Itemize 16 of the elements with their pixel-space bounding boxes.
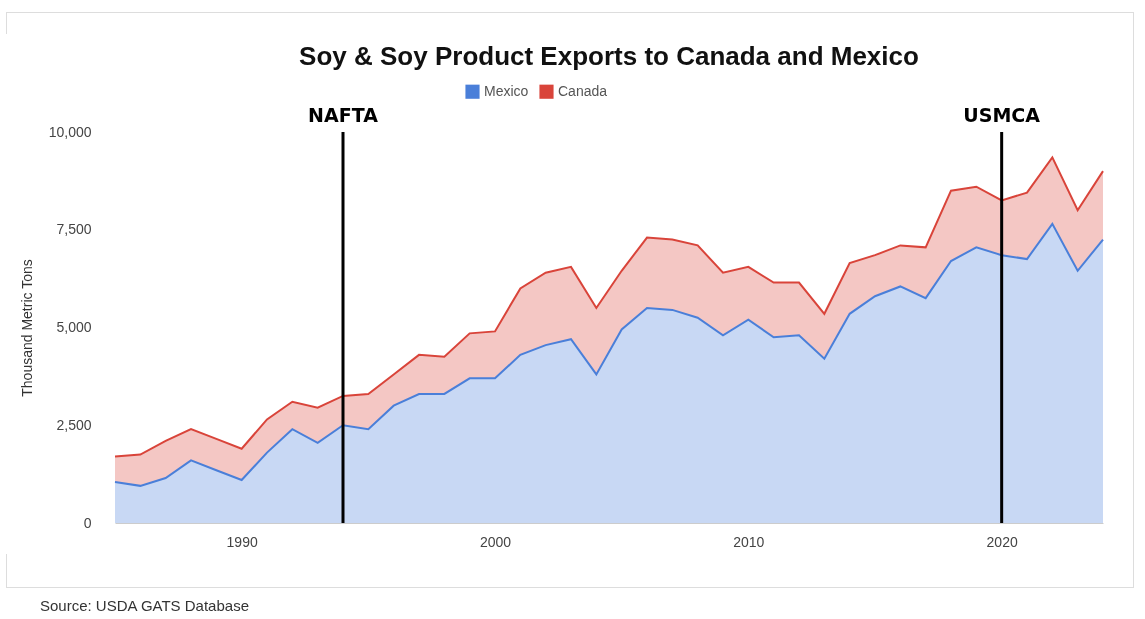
y-tick-label: 10,000 [48,123,92,140]
y-tick-label: 7,500 [56,221,92,238]
ref-line-label: USMCA [963,104,1041,126]
y-tick-label: 0 [83,514,92,531]
legend-label: Mexico [484,82,529,99]
x-tick-label: 2000 [479,533,512,550]
y-axis-title: Thousand Metric Tons [18,259,35,397]
x-tick-label: 1990 [226,533,258,550]
y-tick-label: 2,500 [56,416,92,433]
legend-label: Canada [558,82,608,99]
y-tick-label: 5,000 [56,319,92,335]
ref-line-label: NAFTA [308,104,379,126]
source-note: Source: USDA GATS Database [40,597,249,614]
x-tick-label: 2020 [986,533,1018,550]
chart-title: Soy & Soy Product Exports to Canada and Mexico [299,41,919,71]
x-tick-label: 2010 [733,533,765,550]
